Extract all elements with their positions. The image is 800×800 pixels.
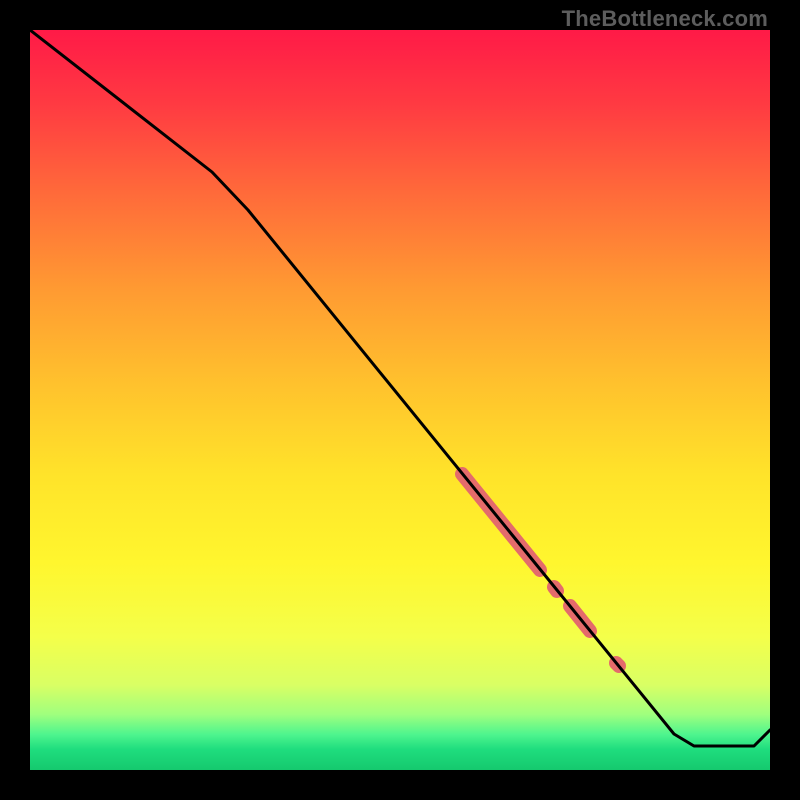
plot-area <box>30 30 770 770</box>
chart-frame: TheBottleneck.com <box>0 0 800 800</box>
watermark-text: TheBottleneck.com <box>562 6 768 32</box>
chart-overlay <box>30 30 770 770</box>
main-line <box>30 30 770 746</box>
